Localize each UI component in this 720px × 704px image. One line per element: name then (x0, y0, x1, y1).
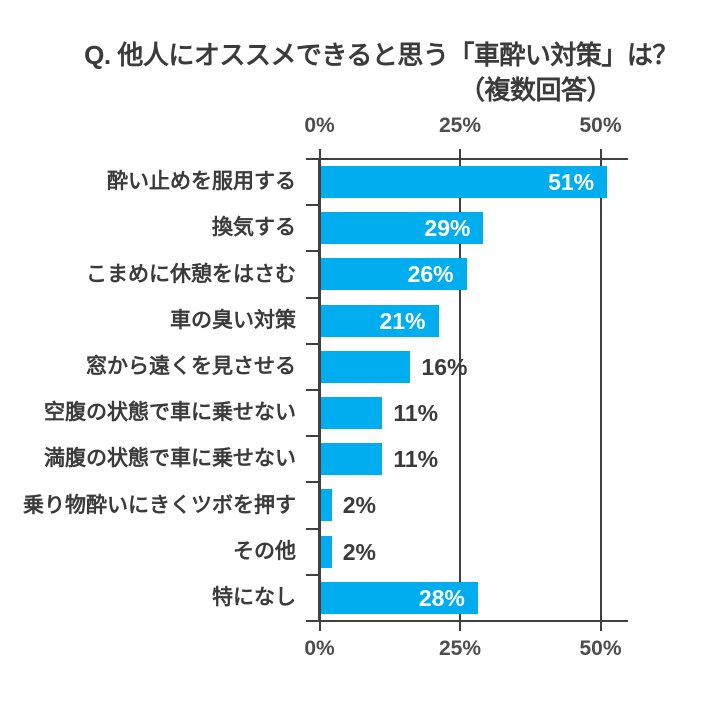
value-label: 28% (418, 584, 465, 611)
category-label: その他 (233, 539, 296, 563)
x-tick-bottom (459, 612, 461, 631)
category-label: 換気する (212, 216, 296, 240)
x-axis-line-top (306, 158, 628, 160)
bar (320, 489, 332, 522)
x-tick-label-bottom: 25% (438, 637, 482, 660)
category-label: 窓から遠くを見させる (86, 354, 296, 378)
gridline-50% (599, 159, 602, 621)
category-label: 乗り物酔いにきくツボを押す (23, 493, 296, 517)
category-label: 特になし (212, 585, 296, 609)
category-tick (306, 342, 320, 345)
bar (320, 397, 383, 429)
category-tick (306, 204, 320, 207)
bar (320, 443, 383, 476)
category-label: 空腹の状態で車に乗せない (44, 401, 296, 425)
value-label: 11% (393, 400, 439, 426)
x-tick-label-top: 0% (304, 114, 335, 137)
gridline-25% (459, 159, 461, 621)
x-tick-label-bottom: 50% (579, 637, 622, 660)
value-label: 11% (393, 446, 439, 473)
x-tick-bottom (599, 612, 602, 631)
bar (320, 350, 411, 383)
bar (320, 212, 484, 245)
x-tick-label-top: 25% (438, 114, 482, 137)
category-label: こまめに休憩をはさむ (86, 262, 296, 286)
category-label: 満腹の状態で車に乗せない (44, 447, 296, 471)
value-label: 2% (342, 492, 376, 519)
value-label: 16% (421, 353, 468, 380)
bar (320, 304, 439, 337)
chart-subtitle: （複数回答） (458, 75, 613, 105)
bar (320, 166, 608, 198)
chart-title: Q. 他人にオススメできると思う「車酔い対策」は？ (84, 40, 678, 70)
x-tick-bottom (318, 612, 321, 631)
value-label: 51% (548, 169, 595, 195)
category-tick (306, 435, 320, 438)
category-tick (306, 250, 320, 253)
x-tick-label-top: 50% (579, 114, 622, 137)
category-tick (306, 296, 320, 299)
x-tick-top (599, 149, 602, 168)
category-tick (306, 389, 320, 391)
value-label: 21% (379, 307, 426, 334)
x-axis-line-bottom (306, 620, 628, 622)
bar (320, 581, 478, 614)
category-tick (306, 573, 320, 576)
category-tick (306, 527, 320, 530)
x-tick-label-bottom: 0% (304, 637, 335, 660)
category-label: 酔い止めを服用する (107, 170, 296, 194)
category-label: 車の臭い対策 (170, 308, 296, 332)
bar (320, 258, 467, 291)
value-label: 26% (407, 261, 454, 288)
bar (320, 535, 332, 568)
x-tick-top (318, 149, 321, 168)
value-label: 29% (424, 215, 471, 242)
category-tick (306, 481, 320, 484)
value-label: 2% (342, 538, 376, 565)
x-tick-top (459, 149, 461, 168)
